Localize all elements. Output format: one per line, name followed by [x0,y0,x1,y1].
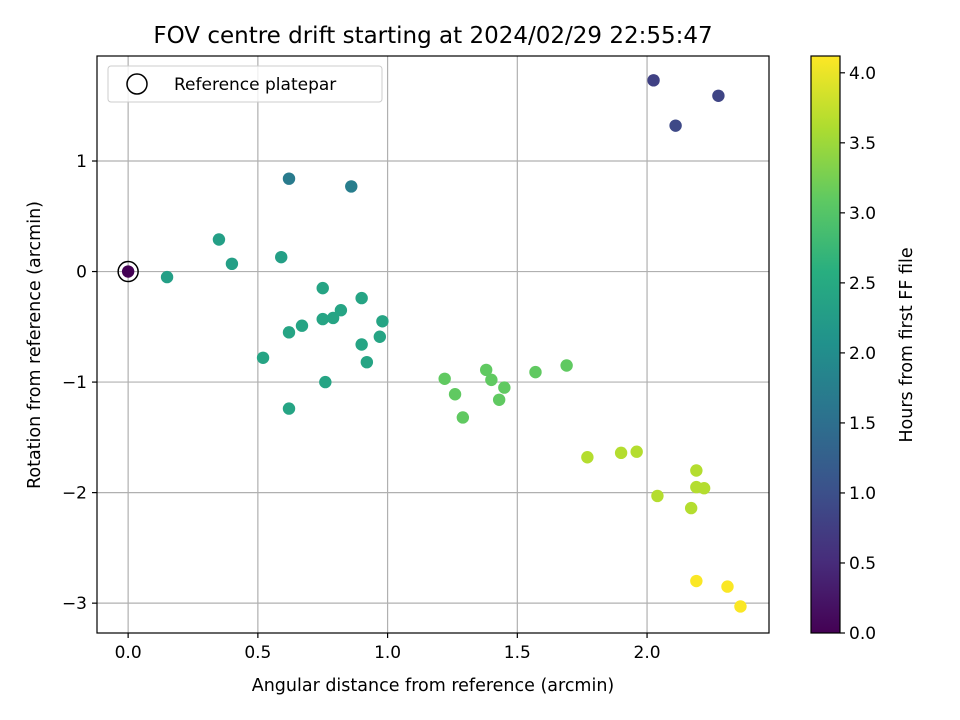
y-axis-ticks: −3 −2 −1 0 1 [62,152,97,614]
x-axis-ticks: 0.0 0.5 1.0 1.5 2.0 [115,633,661,663]
data-point [282,402,296,415]
data-point [212,233,226,246]
data-point [282,326,296,339]
data-point [326,311,340,325]
x-axis-label: Angular distance from reference (arcmin) [252,676,615,696]
data-point [630,445,643,458]
x-tick-label: 0.0 [115,643,142,663]
data-point [319,375,332,389]
colorbar-tick-label: 4.0 [849,64,876,84]
reference-point [121,265,135,278]
data-point [160,270,174,284]
grid-lines [97,56,769,633]
data-point [345,180,358,193]
x-tick-label: 1.0 [374,643,401,663]
data-point [669,119,682,132]
colorbar-tick-label: 3.0 [849,204,876,224]
data-point [690,574,703,588]
data-point [697,481,711,495]
x-tick-label: 2.0 [634,643,661,663]
data-point [256,351,270,364]
data-point [712,89,725,102]
data-point [684,501,698,515]
colorbar-tick-label: 0.5 [849,554,876,574]
data-point [376,315,389,328]
data-point [479,363,493,377]
legend: Reference platepar [107,65,383,103]
data-point [355,338,368,351]
data-point [492,393,506,406]
data-point [498,381,511,394]
data-point [282,172,296,185]
data-point [448,388,462,401]
data-point [721,580,734,593]
colorbar-frame [810,55,841,634]
data-point [647,74,660,87]
data-point [438,372,451,385]
colorbar: 0.0 0.5 1.0 1.5 2.0 2.5 3.0 3.5 4.0 Hours from f… [810,55,917,644]
colorbar-tick-label: 1.5 [849,414,876,434]
data-point [355,291,368,305]
data-point [529,365,542,379]
data-point [690,464,703,477]
data-point [225,257,239,271]
data-point [734,600,747,613]
x-tick-label: 0.5 [244,643,271,663]
chart-title: FOV centre drift starting at 2024/02/29 … [153,23,712,49]
y-tick-label: 1 [76,152,87,172]
colorbar-tick-label: 1.0 [849,484,876,504]
data-point [275,250,288,264]
y-tick-label: 0 [76,263,87,283]
colorbar-tick-label: 2.0 [849,344,876,364]
legend-label-reference: Reference platepar [174,75,336,95]
colorbar-tick-label: 2.5 [849,274,876,294]
colorbar-tick-label: 3.5 [849,134,876,154]
data-point [614,446,628,460]
y-tick-label: −2 [62,484,87,504]
data-point [295,319,309,332]
legend-marker-reference [126,73,148,95]
data-point [456,411,470,424]
data-point [560,359,573,372]
legend-box [107,65,383,103]
reference-marker-ring [117,260,139,283]
data-point [316,312,329,326]
data-point [651,489,664,503]
colorbar-label: Hours from first FF file [897,247,917,442]
data-point [316,281,329,295]
colorbar-gradient [811,56,840,633]
y-tick-label: −1 [62,373,87,393]
data-point [360,355,374,369]
plot-frame [96,55,770,634]
data-point [485,373,498,387]
data-point [581,451,594,464]
y-tick-label: −3 [62,594,87,614]
data-point [334,304,348,317]
colorbar-tick-label: 0.0 [849,624,876,644]
data-point [373,330,387,343]
colorbar-ticks: 0.0 0.5 1.0 1.5 2.0 2.5 3.0 3.5 4.0 [840,64,876,644]
y-axis-label: Rotation from reference (arcmin) [25,201,45,489]
data-points [117,74,747,613]
x-tick-label: 1.5 [504,643,531,663]
